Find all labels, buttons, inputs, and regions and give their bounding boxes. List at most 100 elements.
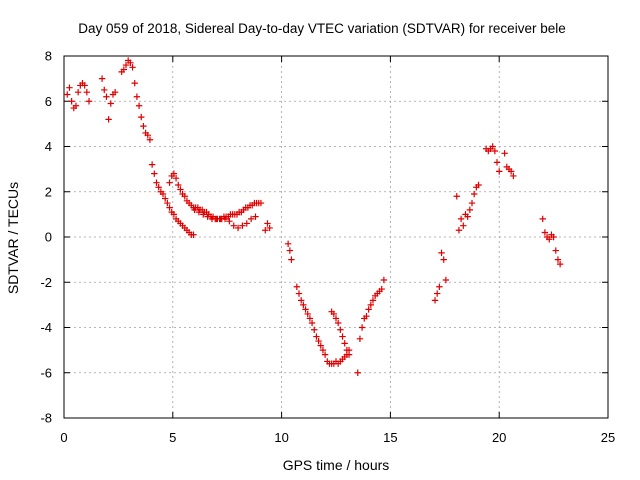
- data-point: [120, 66, 128, 73]
- data-point: [111, 89, 119, 96]
- data-point: [200, 211, 207, 218]
- data-point: [363, 312, 370, 320]
- x-tick-label: 25: [601, 430, 615, 445]
- data-point: [122, 61, 130, 69]
- data-point: [295, 290, 303, 297]
- data-point: [330, 310, 338, 318]
- series-track-9: [293, 283, 353, 367]
- data-point: [103, 93, 110, 100]
- data-point: [288, 256, 295, 263]
- y-tick-label: 6: [45, 94, 52, 109]
- data-point: [313, 333, 320, 340]
- data-point: [332, 315, 340, 322]
- data-point: [541, 229, 549, 236]
- data-point: [81, 82, 88, 89]
- data-point: [539, 215, 546, 223]
- data-point: [135, 102, 143, 109]
- data-point: [455, 227, 463, 234]
- data-point: [367, 301, 375, 309]
- series-track-7: [262, 220, 273, 234]
- data-point: [286, 247, 294, 254]
- y-tick-label: -4: [40, 320, 52, 335]
- y-tick-label: -6: [40, 365, 52, 380]
- data-point: [491, 147, 499, 155]
- data-point: [321, 351, 329, 358]
- data-point: [306, 315, 314, 322]
- data-point: [172, 174, 180, 182]
- data-point: [475, 181, 482, 189]
- data-point: [550, 233, 557, 241]
- series-track-10: [328, 308, 353, 358]
- data-point: [105, 116, 112, 123]
- data-point: [151, 170, 158, 177]
- data-point: [341, 340, 348, 347]
- data-point: [195, 208, 203, 216]
- series-track-6: [191, 206, 259, 232]
- data-point: [129, 64, 136, 71]
- series-track-2: [98, 75, 119, 123]
- data-point: [304, 310, 311, 318]
- data-point: [146, 136, 154, 143]
- data-point: [221, 215, 229, 223]
- series-track-3: [118, 57, 154, 143]
- chart-title: Day 059 of 2018, Sidereal Day-to-day VTE…: [78, 21, 565, 36]
- data-point: [140, 122, 147, 130]
- data-point: [190, 231, 197, 238]
- data-point: [311, 326, 318, 333]
- data-point: [230, 222, 237, 229]
- series-track-13: [453, 181, 482, 234]
- y-axis-label: SDTVAR / TECUs: [5, 182, 21, 294]
- data-point: [315, 337, 322, 345]
- data-point: [72, 102, 80, 109]
- data-point: [262, 227, 269, 234]
- data-point: [345, 351, 353, 358]
- data-point: [175, 181, 182, 189]
- data-point: [365, 306, 372, 313]
- y-tick-label: -8: [40, 411, 52, 426]
- data-point: [68, 98, 75, 105]
- data-point: [380, 276, 388, 284]
- data-point: [552, 247, 559, 254]
- series-track-16: [539, 215, 564, 268]
- series-track-5: [166, 170, 265, 223]
- data-point: [191, 206, 198, 214]
- data-point: [131, 79, 138, 87]
- data-point: [431, 297, 439, 304]
- series-track-12: [431, 249, 450, 304]
- data-points: [64, 57, 564, 376]
- data-point: [468, 199, 476, 207]
- data-point: [493, 159, 501, 166]
- data-point: [101, 86, 108, 94]
- data-point: [510, 172, 517, 180]
- data-point: [297, 297, 305, 304]
- data-point: [164, 199, 171, 207]
- data-point: [466, 206, 474, 214]
- data-point: [460, 222, 467, 229]
- data-point: [489, 143, 496, 150]
- series-track-11: [354, 276, 388, 376]
- data-point: [252, 213, 259, 220]
- data-point: [266, 224, 273, 232]
- data-point: [501, 150, 508, 157]
- data-point: [161, 195, 169, 202]
- y-tick-label: 4: [45, 139, 52, 154]
- data-point: [177, 186, 184, 193]
- data-point: [66, 84, 73, 91]
- data-point: [98, 75, 106, 82]
- data-point: [343, 346, 351, 354]
- data-point: [358, 324, 366, 331]
- x-tick-label: 20: [492, 430, 506, 445]
- data-point: [556, 260, 564, 268]
- data-point: [354, 369, 361, 376]
- data-point: [356, 335, 364, 343]
- data-point: [74, 89, 82, 96]
- x-tick-label: 5: [169, 430, 176, 445]
- series-track-8: [284, 240, 295, 263]
- x-tick-label: 0: [60, 430, 67, 445]
- y-tick-label: 2: [45, 184, 52, 199]
- data-point: [127, 59, 134, 66]
- axis-ticks: 0 5 10 15 20 25 -8 -6 -4 -2 0 2 4 6 8: [40, 49, 615, 446]
- data-point: [457, 215, 465, 223]
- data-point: [204, 213, 211, 220]
